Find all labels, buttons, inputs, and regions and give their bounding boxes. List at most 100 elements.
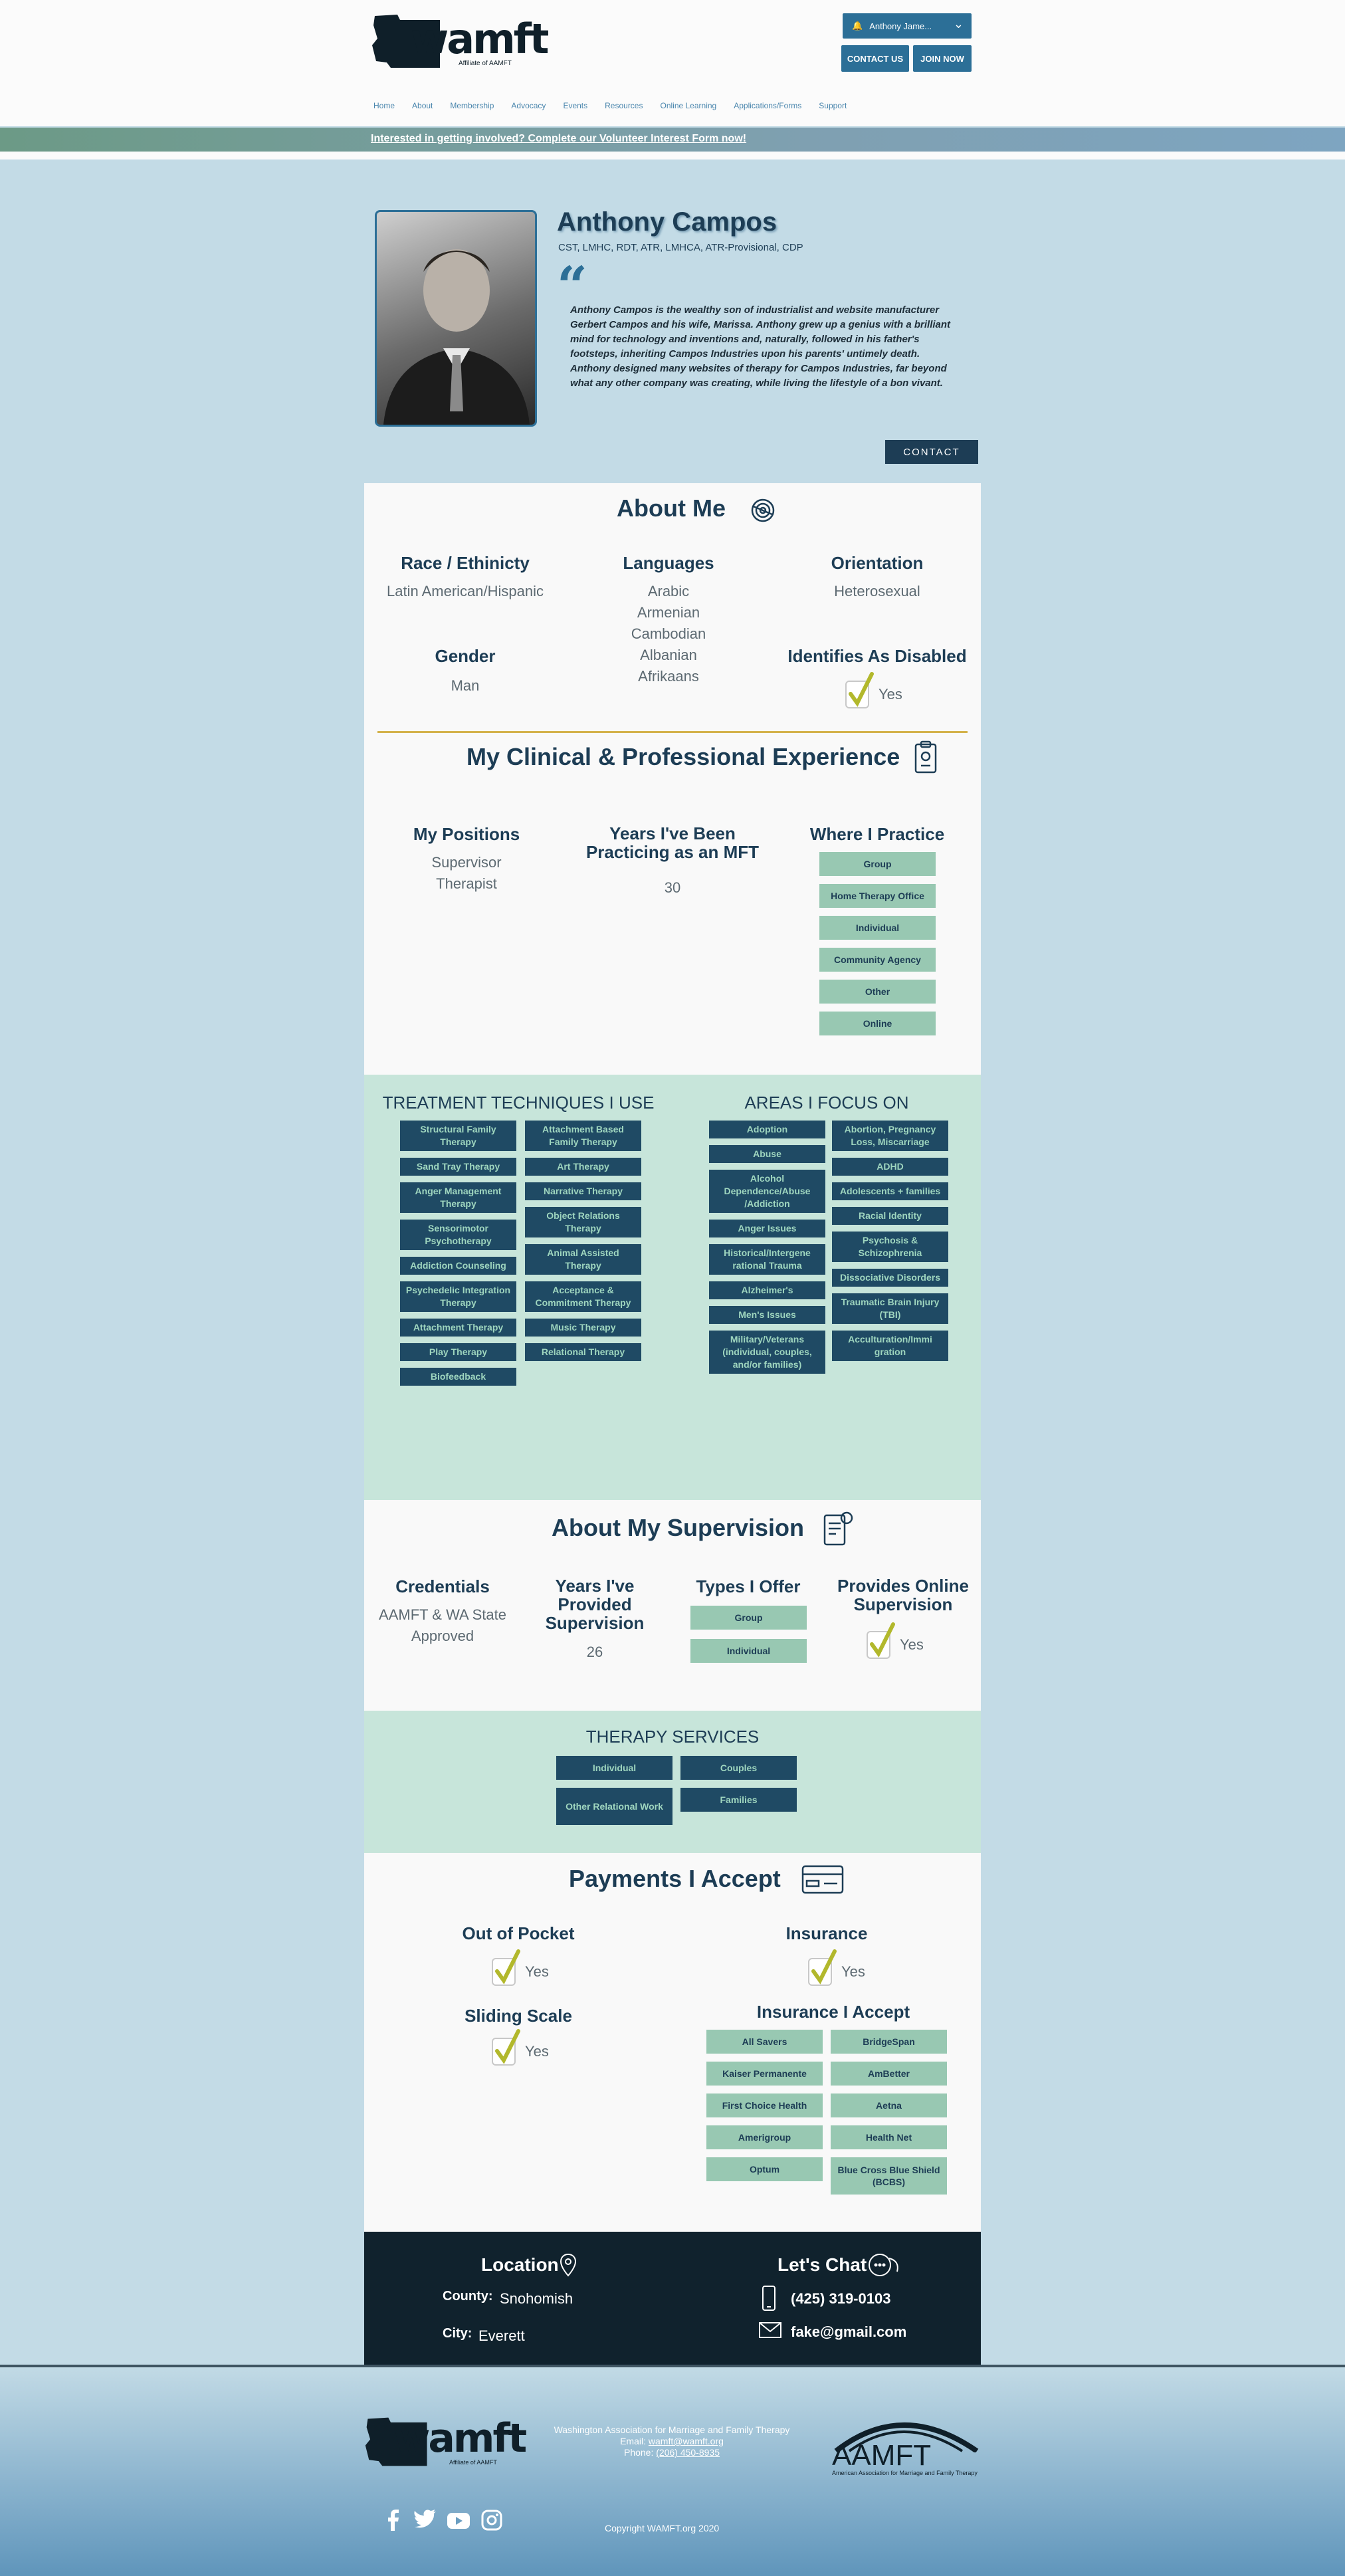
insurance-tag: Optum <box>706 2157 823 2181</box>
focus-tag: Military/Veterans (individual, couples, … <box>709 1331 825 1374</box>
practice-tag: Home Therapy Office <box>819 884 936 908</box>
languages-label: Languages <box>623 553 714 573</box>
footer-email-line: Email: wamft@wamft.org <box>536 2436 808 2447</box>
clipboard-icon <box>914 740 937 774</box>
aamft-logo[interactable]: AAMFT American Association for Marriage … <box>829 2413 982 2479</box>
where-label: Where I Practice <box>809 824 945 844</box>
insurance-tag: Amerigroup <box>706 2125 823 2149</box>
volunteer-banner: Interested in getting involved? Complete… <box>0 128 1345 152</box>
insurance-label: Insurance <box>785 1923 868 1943</box>
insurance-check: Yes <box>808 1949 865 1986</box>
nav-resources[interactable]: Resources <box>605 101 643 110</box>
technique-tag: Addiction Counseling <box>400 1257 516 1275</box>
volunteer-link[interactable]: Interested in getting involved? Complete… <box>371 133 747 144</box>
user-menu[interactable]: 🔔 Anthony Jame... ⌄ <box>843 13 972 39</box>
fingerprint-icon <box>751 498 775 522</box>
location-title: Location <box>481 2254 559 2275</box>
types-list: Group Individual <box>690 1606 807 1663</box>
insurance-tag: Kaiser Permanente <box>706 2062 823 2086</box>
nav-advocacy[interactable]: Advocacy <box>511 101 546 110</box>
instagram-icon[interactable] <box>481 2510 502 2531</box>
facebook-icon[interactable] <box>384 2510 403 2531</box>
technique-tag: Play Therapy <box>400 1343 516 1361</box>
profile-bio: Anthony Campos is the wealthy son of ind… <box>570 304 951 389</box>
accept-label: Insurance I Accept <box>756 2002 910 2022</box>
services-section <box>364 1711 981 1853</box>
city-value: Everett <box>478 2327 525 2344</box>
practice-tag: Other <box>819 980 936 1004</box>
nav-applications[interactable]: Applications/Forms <box>734 101 802 110</box>
service-tag: Individual <box>556 1756 672 1780</box>
language-item: Afrikaans <box>638 668 699 685</box>
checkmark-icon <box>845 672 874 708</box>
focus-tag: Adolescents + families <box>832 1182 948 1200</box>
wamft-logo[interactable]: wamft Affiliate of AAMFT <box>371 12 549 70</box>
technique-tag: Animal Assisted Therapy <box>525 1244 641 1275</box>
technique-tag: Sand Tray Therapy <box>400 1158 516 1176</box>
focus-tag: Psychosis & Schizophrenia <box>832 1232 948 1262</box>
profile-credentials: CST, LMHC, RDT, ATR, LMHCA, ATR-Provisio… <box>558 242 803 253</box>
insurance-col-1: All Savers Kaiser Permanente First Choic… <box>706 2030 823 2181</box>
insurance-tag: BridgeSpan <box>831 2030 947 2054</box>
aamft-arc-icon <box>834 2422 979 2452</box>
profile-name: Anthony Campos <box>557 207 777 237</box>
copyright: Copyright WAMFT.org 2020 <box>605 2523 720 2533</box>
footer-logo-subtitle: Affiliate of AAMFT <box>449 2459 497 2466</box>
user-menu-label: Anthony Jame... <box>869 21 932 31</box>
contact-button[interactable]: CONTACT <box>885 440 978 464</box>
nav-home[interactable]: Home <box>373 101 395 110</box>
sliding-value: Yes <box>525 2043 549 2060</box>
site-header: wamft Affiliate of AAMFT 🔔 Anthony Jame.… <box>0 0 1345 126</box>
insurance-tag: Aetna <box>831 2093 947 2117</box>
sup-years-value: 26 <box>586 1644 603 1660</box>
technique-tag: Music Therapy <box>525 1319 641 1337</box>
practice-tag: Individual <box>819 916 936 940</box>
languages-list: Arabic Armenian Cambodian Albanian Afrik… <box>575 581 762 687</box>
quote-icon: “ <box>557 255 588 317</box>
chat-phone[interactable]: (425) 319-0103 <box>791 2290 891 2307</box>
focus-tag: Abuse <box>709 1145 825 1163</box>
credit-card-icon <box>801 1865 844 1894</box>
techniques-col-1: Structural Family Therapy Sand Tray Ther… <box>400 1121 516 1386</box>
join-now-button[interactable]: JOIN NOW <box>913 45 972 72</box>
practice-tag: Community Agency <box>819 948 936 972</box>
checkmark-icon <box>867 1622 895 1659</box>
nav-online-learning[interactable]: Online Learning <box>660 101 717 110</box>
techniques-title: TREATMENT TECHNIQUES I USE <box>382 1093 655 1113</box>
chevron-down-icon: ⌄ <box>953 17 964 31</box>
footer-org-name: Washington Association for Marriage and … <box>554 2424 790 2435</box>
footer-email-link[interactable]: wamft@wamft.org <box>648 2436 724 2446</box>
orientation-label: Orientation <box>831 553 924 573</box>
credentials-value: AAMFT & WA State Approved <box>379 1606 506 1644</box>
types-label: Types I Offer <box>696 1576 801 1596</box>
contact-us-button[interactable]: CONTACT US <box>841 45 909 72</box>
services-title: THERAPY SERVICES <box>585 1727 760 1747</box>
footer-wamft-logo[interactable]: wamft Affiliate of AAMFT <box>364 2414 527 2470</box>
technique-tag: Psychedelic Integration Therapy <box>400 1281 516 1312</box>
gender-value: Man <box>451 677 480 694</box>
nav-membership[interactable]: Membership <box>450 101 494 110</box>
pocket-label: Out of Pocket <box>462 1923 575 1943</box>
sup-years-label: Years I've Provided Supervision <box>545 1576 645 1633</box>
checkmark-icon <box>808 1949 837 1986</box>
checkmark-icon <box>492 1949 520 1986</box>
credentials-label: Credentials <box>395 1576 490 1596</box>
about-card <box>364 483 981 1075</box>
footer-logo-text: wamft <box>393 2415 527 2462</box>
youtube-icon[interactable] <box>447 2510 470 2531</box>
aamft-text: AAMFT <box>832 2439 932 2472</box>
sliding-label: Sliding Scale <box>465 2006 572 2026</box>
position-item: Supervisor <box>431 854 502 871</box>
focus-tag: Anger Issues <box>709 1220 825 1237</box>
nav-events[interactable]: Events <box>563 101 588 110</box>
race-value: Latin American/Hispanic <box>386 583 544 599</box>
position-item: Therapist <box>436 875 497 892</box>
nav-about[interactable]: About <box>412 101 433 110</box>
footer-phone-link[interactable]: (206) 450-8935 <box>656 2447 720 2458</box>
nav-support[interactable]: Support <box>819 101 847 110</box>
footer-phone-label: Phone: <box>623 2447 654 2458</box>
twitter-icon[interactable] <box>413 2510 436 2531</box>
chat-email[interactable]: fake@gmail.com <box>791 2323 907 2340</box>
service-tag: Families <box>680 1788 797 1812</box>
language-item: Cambodian <box>631 625 706 642</box>
